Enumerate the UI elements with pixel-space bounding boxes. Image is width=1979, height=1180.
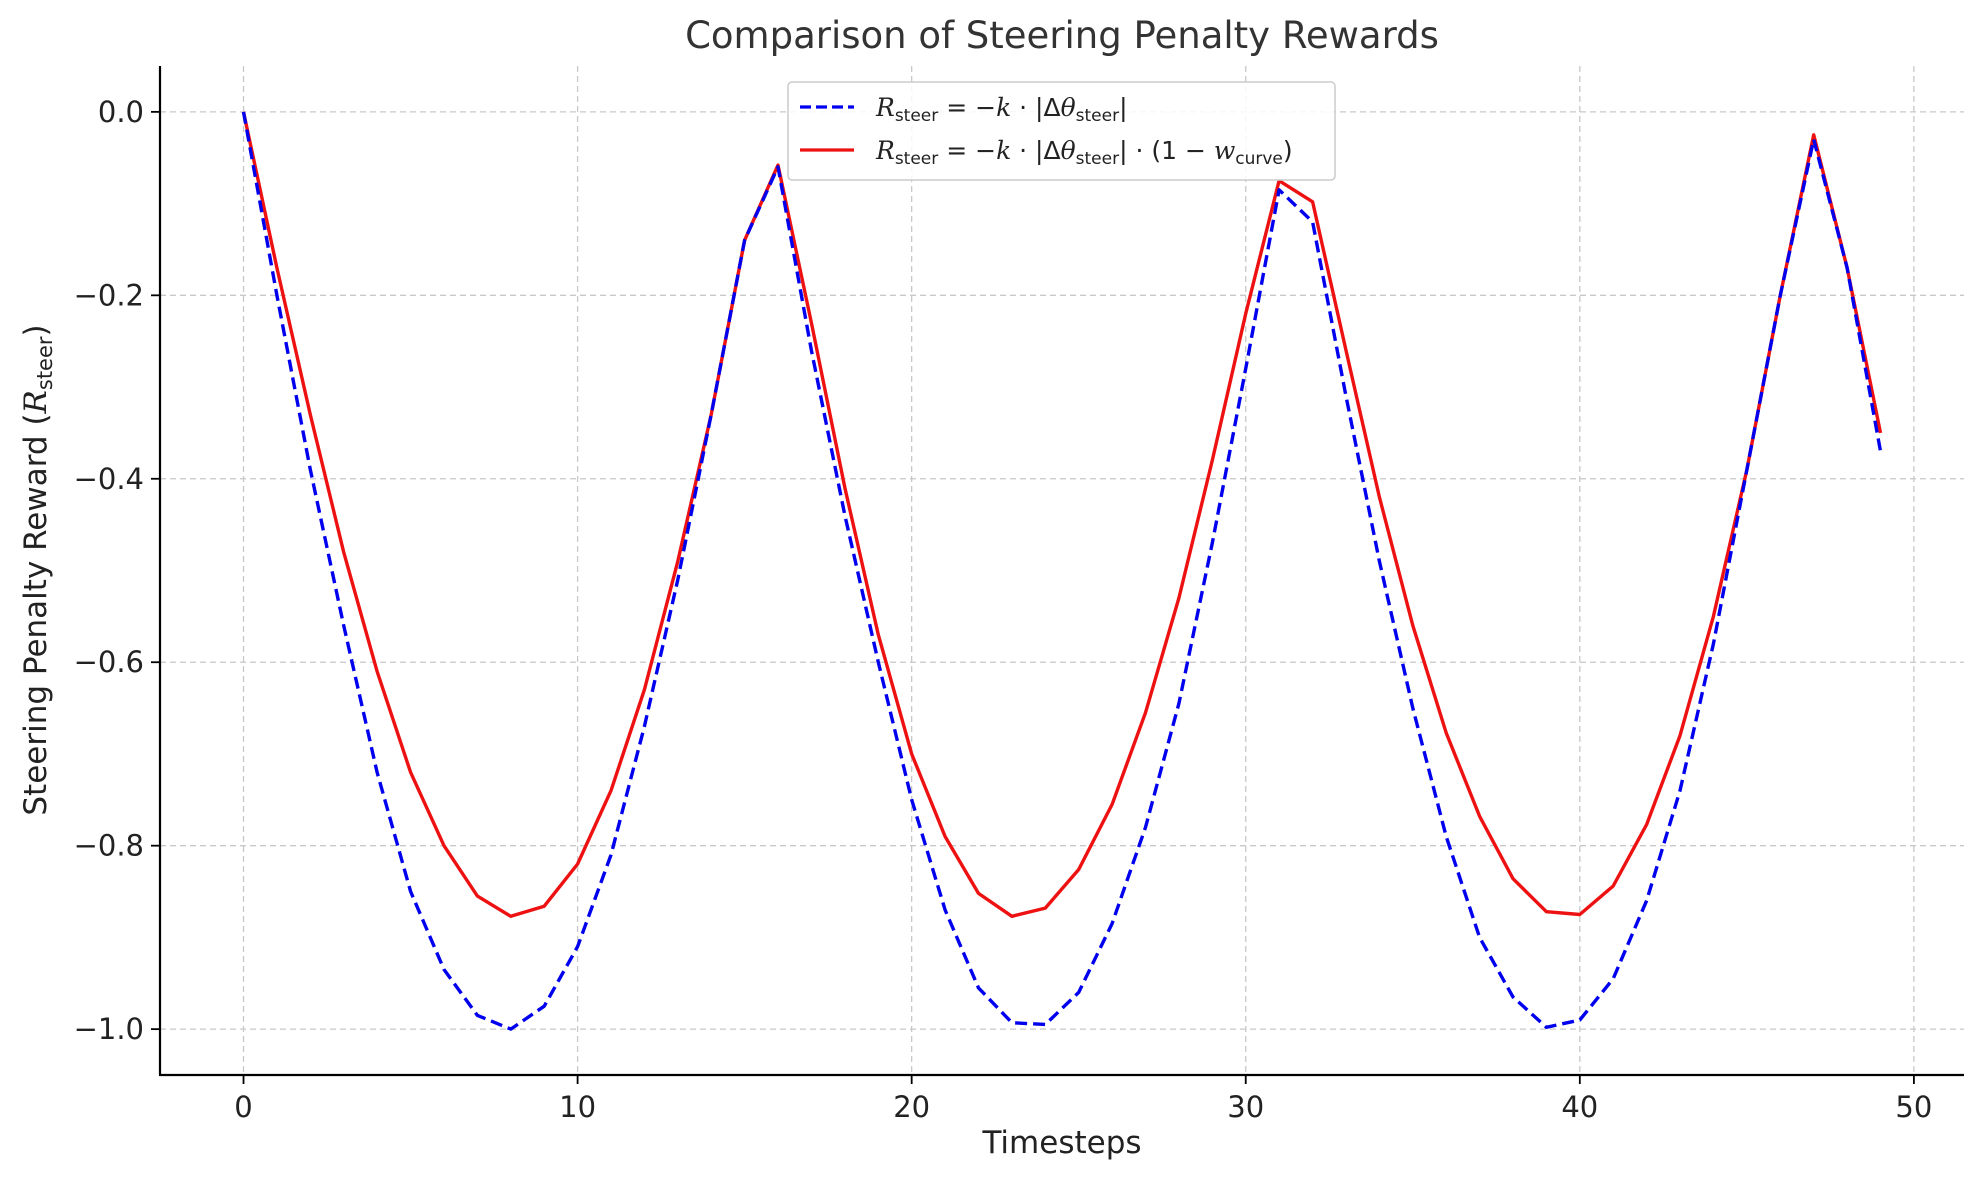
x-axis-label: Timesteps: [981, 1125, 1141, 1161]
series-lines: [241, 111, 1883, 1031]
x-axis-ticks: 0 10 20 30 40 50: [234, 1075, 1932, 1124]
x-tick-label: 20: [893, 1090, 930, 1124]
y-axis-label: Steering Penalty Reward (Rsteer): [18, 324, 57, 815]
x-tick-label: 10: [559, 1090, 596, 1124]
legend: Rsteer = −k · |Δθsteer| Rsteer = −k · |Δ…: [787, 81, 1336, 181]
y-tick-label: −0.8: [74, 829, 144, 863]
y-tick-label: −1.0: [74, 1012, 144, 1046]
y-tick-label: −0.4: [74, 462, 144, 496]
grid-lines: [160, 66, 1964, 1075]
x-tick-label: 0: [234, 1090, 252, 1124]
x-tick-label: 50: [1895, 1090, 1932, 1124]
series-line-solid: [241, 111, 1883, 918]
y-tick-label: 0.0: [98, 95, 144, 129]
series-line-dashed: [241, 111, 1883, 1031]
y-tick-label: −0.6: [74, 645, 144, 679]
legend-entry-1: Rsteer = −k · |Δθsteer|: [875, 93, 1128, 126]
x-tick-label: 40: [1561, 1090, 1598, 1124]
legend-box: [787, 81, 1336, 181]
y-tick-label: −0.2: [74, 278, 144, 312]
y-axis-ticks: 0.0 −0.2 −0.4 −0.6 −0.8 −1.0: [74, 95, 160, 1046]
x-tick-label: 30: [1227, 1090, 1264, 1124]
chart-title: Comparison of Steering Penalty Rewards: [685, 14, 1439, 57]
legend-entry-2: Rsteer = −k · |Δθsteer| · (1 − wcurve): [875, 136, 1293, 169]
